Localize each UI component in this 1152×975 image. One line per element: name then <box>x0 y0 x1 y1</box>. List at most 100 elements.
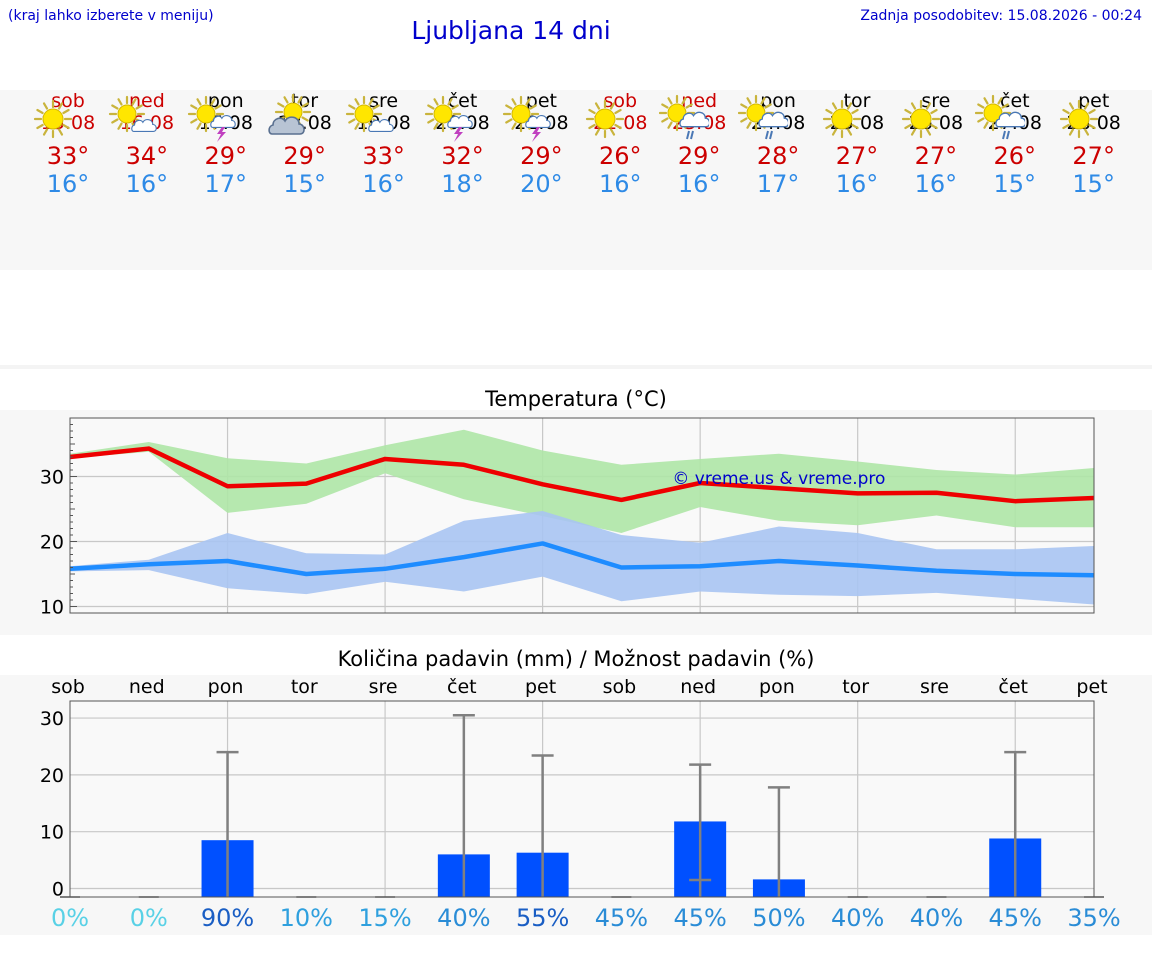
sun-shape <box>974 94 1011 132</box>
precipitation-chance-label: 40% <box>831 904 884 932</box>
min-temperature: 15° <box>1072 170 1115 198</box>
sun-ray <box>983 97 989 105</box>
sun-disc <box>196 104 216 124</box>
rain-drop <box>765 130 770 140</box>
min-temperature: 16° <box>362 170 405 198</box>
sun-ray <box>740 103 748 109</box>
sun-ray <box>42 128 49 136</box>
sun-ray <box>1083 102 1089 110</box>
sun-ray <box>301 102 309 108</box>
cloud-shape <box>758 111 789 128</box>
sun-ray <box>976 117 985 123</box>
day-label: čet <box>447 676 477 698</box>
y-tick-label: 0 <box>52 878 64 900</box>
sunny-icon <box>1059 99 1098 139</box>
min-temperature: 15° <box>283 170 326 198</box>
lightning-bolt <box>453 127 463 142</box>
sun-ray <box>588 108 597 115</box>
sun-disc <box>746 103 766 123</box>
sun-ray <box>846 102 853 110</box>
lightning-bolt <box>532 127 542 142</box>
sun-ray <box>667 121 673 129</box>
sun-ray <box>42 102 49 110</box>
max-temperature: 33° <box>46 142 90 170</box>
min-temperature: 16° <box>46 170 90 198</box>
sun-ray <box>983 121 989 129</box>
sun-ray <box>36 108 44 115</box>
copyright-watermark: © vreme.us & vreme.pro <box>672 469 885 489</box>
sun-ray <box>62 108 70 115</box>
precipitation-chance-label: 0% <box>51 904 89 932</box>
sun-ray <box>764 103 772 109</box>
day-label: sre <box>920 676 949 698</box>
day-column: pon24.0828°17° <box>738 90 818 198</box>
cloud-body <box>131 119 157 132</box>
sunny-icon <box>901 99 940 139</box>
precipitation-chart-title: Količina padavin (mm) / Možnost padavin … <box>337 647 815 671</box>
min-temperature: 20° <box>520 170 563 198</box>
precipitation-chance-label: 50% <box>752 904 805 932</box>
precipitation-chance-label: 10% <box>280 904 333 932</box>
max-temperature: 32° <box>441 142 484 170</box>
sun-ray <box>851 108 859 115</box>
cloud-shape <box>268 116 305 135</box>
sun-ray <box>746 121 752 129</box>
sun-ray <box>529 104 538 110</box>
sun-ray <box>930 108 938 115</box>
cloud-shape <box>995 111 1025 128</box>
sun-ray <box>210 98 216 106</box>
sun-disc <box>354 104 374 124</box>
sun-ray <box>904 108 912 115</box>
cloud-shape <box>446 115 473 128</box>
day-column: pet 28.08 27° 15° <box>1054 90 1134 198</box>
location-hint[interactable]: (kraj lahko izberete v meniju) <box>8 8 214 24</box>
sun-disc <box>667 103 687 123</box>
day-column: sob 15.08 33° 16° <box>28 90 108 198</box>
day-column: ned16.0834°16° <box>107 90 187 198</box>
sun-ray <box>851 123 859 130</box>
cloud-body <box>525 115 552 128</box>
sun-disc <box>42 108 64 130</box>
sun-ray <box>661 103 669 109</box>
sun-cloud-thunder-icon <box>503 95 552 142</box>
max-temperature-range-band <box>70 429 1094 534</box>
sun-ray <box>746 97 752 105</box>
sun-ray <box>353 98 360 106</box>
day-label: sob <box>603 676 637 698</box>
sunny-icon <box>586 99 625 139</box>
sun-ray <box>997 97 1003 105</box>
rain-drop <box>1001 130 1006 140</box>
sun-ray <box>614 108 622 115</box>
sun-ray <box>760 97 766 105</box>
sun-shape <box>345 95 382 133</box>
sun-ray <box>117 122 123 130</box>
sun-ray <box>367 98 374 106</box>
day-label: ned <box>129 676 165 698</box>
sun-ray <box>681 97 687 105</box>
max-temperature: 27° <box>914 142 958 170</box>
day-label: pet <box>525 676 556 698</box>
day-label: pet <box>1076 676 1107 698</box>
sun-ray <box>667 97 673 105</box>
max-temperature: 27° <box>835 142 879 170</box>
sun-disc <box>910 108 932 130</box>
max-temperature: 33° <box>362 142 405 170</box>
rain-drop <box>769 130 774 140</box>
day-label: pon <box>208 676 244 698</box>
sun-ray <box>57 128 64 136</box>
y-tick-label: 10 <box>40 597 64 619</box>
precipitation-chance-label: 90% <box>201 904 254 932</box>
precipitation-plot-frame <box>69 700 1095 898</box>
sun-ray <box>595 102 601 110</box>
max-temperature: 29° <box>204 142 248 170</box>
sun-ray <box>1087 123 1096 130</box>
min-temperature: 16° <box>599 170 642 198</box>
day-label: sre <box>369 676 398 698</box>
min-temperature: 18° <box>441 170 484 198</box>
sun-grey-cloud-icon <box>268 94 311 135</box>
sun-ray <box>1083 128 1089 136</box>
precipitation-chance-label: 15% <box>358 904 411 932</box>
